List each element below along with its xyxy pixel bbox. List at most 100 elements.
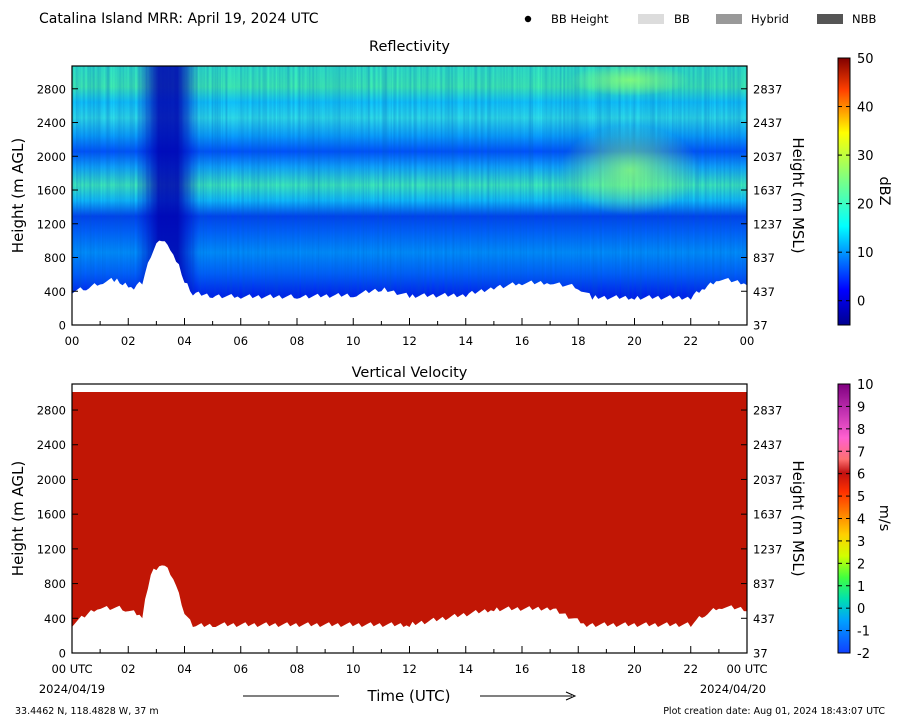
- legend-bb-label: BB: [674, 12, 690, 26]
- location-label: 33.4462 N, 118.4828 W, 37 m: [15, 706, 159, 717]
- y-tick-label-right: 2837: [753, 404, 782, 418]
- colorbar-tick-label: 8: [857, 423, 865, 438]
- y-tick-label-right: 1237: [753, 217, 782, 231]
- bb-height-marker-icon: [524, 15, 532, 23]
- reflectivity-no-echo-region: [72, 240, 747, 325]
- y-tick-label-right: 2037: [753, 150, 782, 164]
- y-tick-label-right: 1637: [753, 184, 782, 198]
- y-tick-label: 0: [59, 319, 66, 333]
- x-tick-label: 00: [740, 334, 755, 348]
- x-tick-label: 10: [346, 334, 361, 348]
- y-tick-label-right: 837: [753, 577, 775, 591]
- y-tick-label-right: 837: [753, 251, 775, 265]
- header-legend: BB Height BB Hybrid NBB: [524, 12, 876, 26]
- x-tick-label: 16: [515, 334, 530, 348]
- legend-hybrid-label: Hybrid: [751, 12, 789, 26]
- x-tick-label: 02: [121, 662, 136, 676]
- x-tick-label: 10: [346, 662, 361, 676]
- reflectivity-colorbar: [837, 57, 851, 326]
- reflectivity-high-patch: [560, 125, 700, 215]
- reflectivity-heatmap: [72, 66, 747, 325]
- y-tick-label: 400: [44, 285, 66, 299]
- x-tick-label: 06: [233, 662, 248, 676]
- reflectivity-ylabel: Height (m AGL): [9, 138, 27, 253]
- colorbar-tick-label: 1: [857, 580, 865, 595]
- x-tick-label: 18: [571, 662, 586, 676]
- time-arrow-right-icon: [565, 691, 577, 701]
- x-tick-label: 00 UTC: [726, 662, 767, 676]
- y-tick-label-right: 1237: [753, 542, 782, 556]
- y-tick-label: 2000: [37, 150, 66, 164]
- velocity-heatmap: [72, 392, 747, 653]
- creation-date-label: Plot creation date: Aug 01, 2024 18:43:0…: [663, 706, 885, 717]
- y-tick-label: 2400: [37, 116, 66, 130]
- colorbar-tick-label: 6: [857, 468, 865, 483]
- y-tick-label-right: 2037: [753, 473, 782, 487]
- velocity-colorbar-label: m/s: [876, 505, 892, 532]
- x-tick-label: 04: [177, 334, 192, 348]
- colorbar-tick-label: 5: [857, 490, 865, 505]
- end-date-label: 2024/04/20: [700, 682, 766, 696]
- x-tick-label: 04: [177, 662, 192, 676]
- x-tick-label: 00 UTC: [51, 662, 92, 676]
- x-tick-label: 20: [627, 334, 642, 348]
- y-tick-label: 400: [44, 612, 66, 626]
- reflectivity-high-patch-top: [570, 66, 690, 96]
- colorbar-tick-label: 20: [857, 198, 874, 213]
- y-tick-label-right: 1637: [753, 508, 782, 522]
- x-tick-label: 14: [458, 662, 473, 676]
- colorbar-tick-label: 10: [857, 378, 874, 393]
- y-tick-label-right: 2437: [753, 438, 782, 452]
- velocity-title: Vertical Velocity: [352, 365, 468, 381]
- x-axis-label: Time (UTC): [367, 687, 451, 705]
- x-tick-label: 12: [402, 334, 417, 348]
- colorbar-tick-label: 10: [857, 246, 874, 261]
- start-date-label: 2024/04/19: [39, 682, 105, 696]
- y-tick-label: 1200: [37, 542, 66, 556]
- y-tick-label-right: 2837: [753, 82, 782, 96]
- x-tick-label: 14: [458, 334, 473, 348]
- x-tick-label: 08: [290, 334, 305, 348]
- velocity-no-echo-region: [72, 565, 747, 653]
- y-tick-label: 0: [59, 647, 66, 661]
- y-tick-label-right: 2437: [753, 116, 782, 130]
- x-tick-label: 20: [627, 662, 642, 676]
- x-tick-label: 02: [121, 334, 136, 348]
- velocity-ylabel-right: Height (m MSL): [789, 460, 807, 576]
- x-tick-label: 18: [571, 334, 586, 348]
- y-tick-label-right: 37: [753, 319, 768, 333]
- reflectivity-ylabel-right: Height (m MSL): [789, 137, 807, 253]
- y-tick-label: 1600: [37, 508, 66, 522]
- colorbar-tick-label: 4: [857, 513, 865, 528]
- colorbar-tick-label: 9: [857, 400, 865, 415]
- velocity-ylabel: Height (m AGL): [9, 461, 27, 576]
- x-tick-label: 22: [683, 662, 698, 676]
- colorbar-tick-label: 7: [857, 445, 865, 460]
- colorbar-tick-label: 3: [857, 535, 865, 550]
- y-tick-label: 800: [44, 577, 66, 591]
- legend-bb-swatch: [638, 14, 664, 24]
- figure-title: Catalina Island MRR: April 19, 2024 UTC: [39, 11, 319, 27]
- x-tick-label: 08: [290, 662, 305, 676]
- colorbar-tick-label: 30: [857, 149, 874, 164]
- y-tick-label: 1600: [37, 184, 66, 198]
- velocity-field: [72, 392, 747, 653]
- y-tick-label: 800: [44, 251, 66, 265]
- legend-bb-height-label: BB Height: [551, 12, 609, 26]
- y-tick-label-right: 37: [753, 647, 768, 661]
- y-tick-label: 2800: [37, 404, 66, 418]
- x-tick-label: 06: [233, 334, 248, 348]
- legend-hybrid-swatch: [716, 14, 742, 24]
- x-tick-label: 00: [65, 334, 80, 348]
- reflectivity-colorbar-label: dBZ: [876, 176, 892, 205]
- legend-nbb-label: NBB: [852, 12, 876, 26]
- x-tick-label: 22: [683, 334, 698, 348]
- colorbar-tick-label: -1: [857, 625, 870, 640]
- y-tick-label: 2800: [37, 82, 66, 96]
- x-tick-label: 16: [515, 662, 530, 676]
- colorbar-tick-label: -2: [857, 647, 870, 662]
- colorbar-tick-label: 0: [857, 295, 865, 310]
